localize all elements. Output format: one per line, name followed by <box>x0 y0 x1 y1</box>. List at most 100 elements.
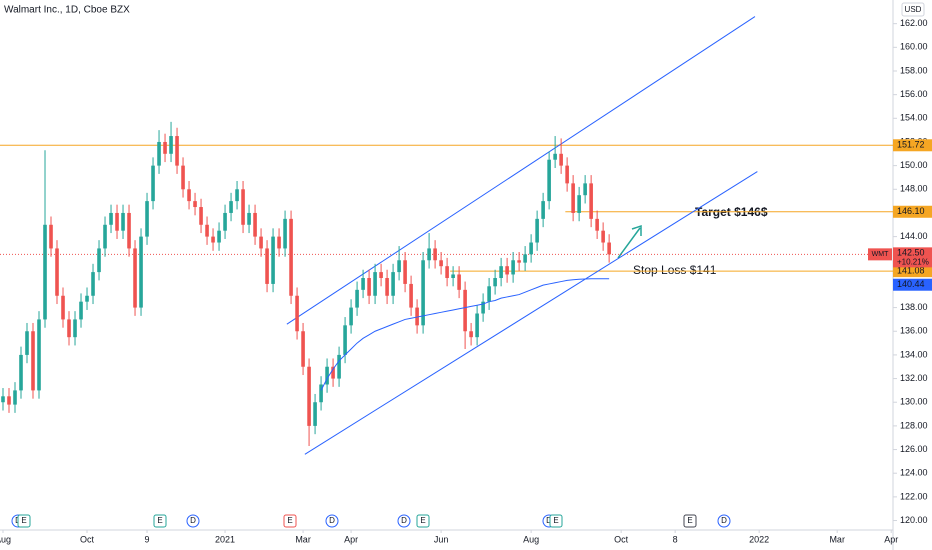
chart-title: Walmart Inc., 1D, Cboe BZX <box>4 5 130 16</box>
event-label: E <box>157 516 162 525</box>
candle-body <box>211 236 215 243</box>
candle-body <box>55 248 59 296</box>
candle-body <box>277 236 281 249</box>
candle-body <box>181 165 185 190</box>
candle-body <box>103 224 107 249</box>
y-tick-label: 150.00 <box>900 160 928 170</box>
candle-body <box>223 212 227 231</box>
candle-body <box>337 354 341 379</box>
candle-body <box>421 260 425 326</box>
candle-body <box>133 248 137 308</box>
candle-body <box>313 402 317 426</box>
event-icon <box>397 514 411 528</box>
candle-body <box>325 366 329 385</box>
candle-body <box>559 153 563 166</box>
event-label: E <box>687 516 692 525</box>
candle-body <box>463 289 467 332</box>
arrow <box>617 224 642 259</box>
last-price-change: +10.21% <box>897 257 929 266</box>
y-tick-label: 160.00 <box>900 42 928 52</box>
last-price-label: 142.50 <box>897 248 925 258</box>
candle-body <box>607 242 611 255</box>
candle-body <box>529 242 533 255</box>
candle-body <box>259 236 263 249</box>
candle-body <box>469 331 473 338</box>
level-label: 141.08 <box>897 266 925 276</box>
y-tick-label: 156.00 <box>900 89 928 99</box>
y-tick-label: 144.00 <box>900 231 928 241</box>
candle-body <box>379 272 383 279</box>
candle-body <box>385 278 389 296</box>
candle-body <box>43 224 47 320</box>
candle-body <box>433 248 437 261</box>
y-tick-label: 158.00 <box>900 65 928 75</box>
event-icon <box>717 514 731 528</box>
event-label: E <box>21 516 26 525</box>
y-tick-label: 128.00 <box>900 420 928 430</box>
candle-body <box>391 272 395 296</box>
candle-body <box>163 141 167 154</box>
candle-body <box>481 301 485 314</box>
currency-box[interactable] <box>901 2 925 17</box>
level-label-box <box>893 265 932 278</box>
candle-body <box>265 248 269 284</box>
candle-body <box>493 278 497 287</box>
event-icon <box>416 514 430 528</box>
y-tick-label: 122.00 <box>900 491 928 501</box>
x-tick-label: 9 <box>145 534 150 544</box>
candle-body <box>535 218 539 243</box>
candle-body <box>289 218 293 296</box>
candle-body <box>343 325 347 355</box>
event-label: E <box>287 516 292 525</box>
candle-body <box>373 272 377 296</box>
x-tick-label: Aug <box>523 534 539 544</box>
event-icon <box>283 514 297 528</box>
candle-body <box>49 224 53 249</box>
candle-body <box>487 286 491 302</box>
candle-body <box>445 266 449 279</box>
candle-body <box>295 295 299 332</box>
x-tick-label: Apr <box>884 534 898 544</box>
candle-body <box>283 218 287 249</box>
candle-body <box>187 189 191 202</box>
event-label: D <box>329 516 335 525</box>
candle-body <box>91 272 95 296</box>
candle-body <box>85 295 89 302</box>
level-label-box <box>893 205 932 218</box>
y-tick-label: 120.00 <box>900 515 928 525</box>
x-tick-label: Apr <box>344 534 358 544</box>
channel-line <box>304 171 758 455</box>
candle-body <box>517 260 521 263</box>
candle-body <box>583 183 587 196</box>
candle-body <box>121 212 125 231</box>
candle-body <box>31 331 35 391</box>
candle-body <box>19 354 23 391</box>
candle-body <box>241 189 245 225</box>
candle-body <box>247 212 251 225</box>
candle-body <box>193 201 197 208</box>
x-tick-label: 8 <box>673 534 678 544</box>
candle-body <box>145 201 149 237</box>
candle-body <box>439 260 443 267</box>
candle-body <box>79 301 83 320</box>
y-tick-label: 138.00 <box>900 302 928 312</box>
candle-body <box>229 201 233 213</box>
candle-body <box>175 136 179 166</box>
level-label-box <box>893 139 932 152</box>
event-icon <box>153 514 167 528</box>
x-tick-label: 2022 <box>749 534 769 544</box>
candle-body <box>37 319 41 391</box>
event-icon <box>186 514 200 528</box>
candle-body <box>253 212 257 237</box>
candle-body <box>205 224 209 237</box>
candle-body <box>7 396 11 405</box>
annotation: Stop Loss $141 <box>633 263 717 277</box>
candle-body <box>427 248 431 261</box>
x-tick-label: Jun <box>434 534 449 544</box>
ma-label-box <box>893 278 932 291</box>
candle-body <box>25 331 29 355</box>
y-tick-label: 132.00 <box>900 373 928 383</box>
candle-body <box>61 295 65 320</box>
